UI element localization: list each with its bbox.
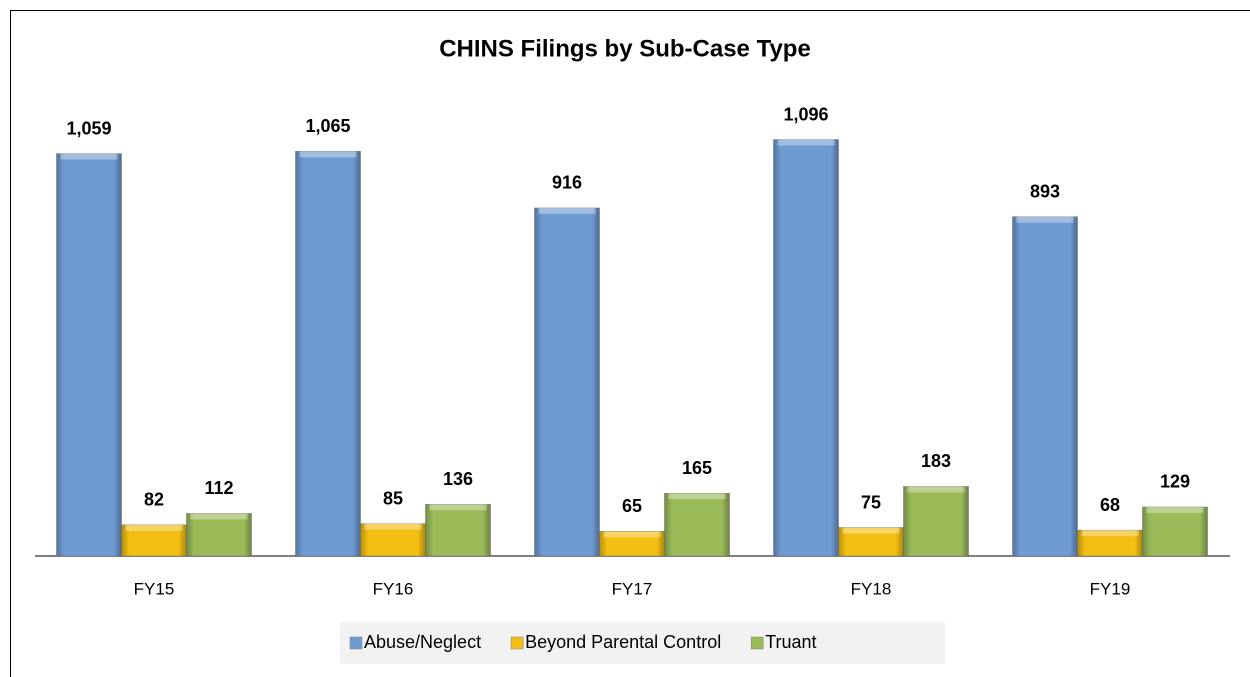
bar-bevel bbox=[1081, 530, 1139, 537]
bar-shade bbox=[360, 523, 426, 556]
bar-bevel bbox=[429, 504, 487, 511]
bar-bevel bbox=[364, 523, 422, 530]
bar-shade bbox=[186, 513, 252, 556]
data-label: 1,059 bbox=[66, 118, 111, 138]
x-tick-label: FY16 bbox=[373, 579, 414, 598]
data-label: 893 bbox=[1030, 181, 1060, 201]
bar-shade bbox=[903, 486, 969, 556]
legend-marker bbox=[349, 636, 363, 650]
bar-bevel bbox=[125, 524, 183, 531]
bar-shade bbox=[1077, 530, 1143, 556]
bar-bevel bbox=[299, 151, 357, 158]
legend-marker bbox=[750, 636, 764, 650]
data-label: 1,096 bbox=[783, 104, 828, 124]
bar-shade bbox=[1142, 506, 1208, 556]
bar-bevel bbox=[1146, 506, 1204, 513]
bar-bevel bbox=[842, 527, 900, 534]
bar-shade bbox=[773, 139, 839, 556]
bar-bevel bbox=[538, 207, 596, 214]
bar-shade bbox=[295, 151, 361, 557]
bar-bevel bbox=[907, 486, 965, 493]
legend-label: Beyond Parental Control bbox=[525, 632, 721, 652]
bar-shade bbox=[664, 493, 730, 556]
bar-bevel bbox=[777, 139, 835, 146]
bar-bevel bbox=[60, 153, 118, 160]
x-tick-label: FY18 bbox=[851, 579, 892, 598]
x-tick-label: FY17 bbox=[612, 579, 653, 598]
legend-box bbox=[340, 622, 945, 664]
data-label: 129 bbox=[1160, 472, 1190, 492]
legend-label: Truant bbox=[765, 632, 816, 652]
bar-bevel bbox=[190, 513, 248, 520]
bar-bevel bbox=[668, 493, 726, 500]
bar-shade bbox=[599, 531, 665, 556]
bar-shade bbox=[1012, 216, 1078, 556]
bar-shade bbox=[121, 524, 187, 556]
x-tick-label: FY19 bbox=[1090, 579, 1131, 598]
chart-title: CHINS Filings by Sub-Case Type bbox=[439, 35, 811, 62]
bar-shade bbox=[56, 153, 122, 556]
data-label: 75 bbox=[861, 492, 881, 512]
data-label: 112 bbox=[204, 478, 233, 498]
data-label: 916 bbox=[552, 173, 582, 193]
data-label: 85 bbox=[383, 488, 403, 508]
data-label: 68 bbox=[1100, 495, 1120, 515]
bar-bevel bbox=[1016, 216, 1074, 223]
bar-shade bbox=[838, 527, 904, 556]
data-label: 82 bbox=[144, 490, 164, 510]
data-label: 1,065 bbox=[305, 116, 350, 136]
bar-shade bbox=[425, 504, 491, 556]
data-label: 165 bbox=[682, 458, 712, 478]
data-label: 183 bbox=[921, 451, 951, 471]
bar-bevel bbox=[603, 531, 661, 538]
x-tick-label: FY15 bbox=[134, 579, 175, 598]
legend-label: Abuse/Neglect bbox=[364, 632, 481, 652]
legend-marker bbox=[510, 636, 524, 650]
bar-shade bbox=[534, 207, 600, 557]
data-label: 65 bbox=[622, 496, 642, 516]
data-label: 136 bbox=[443, 469, 473, 489]
